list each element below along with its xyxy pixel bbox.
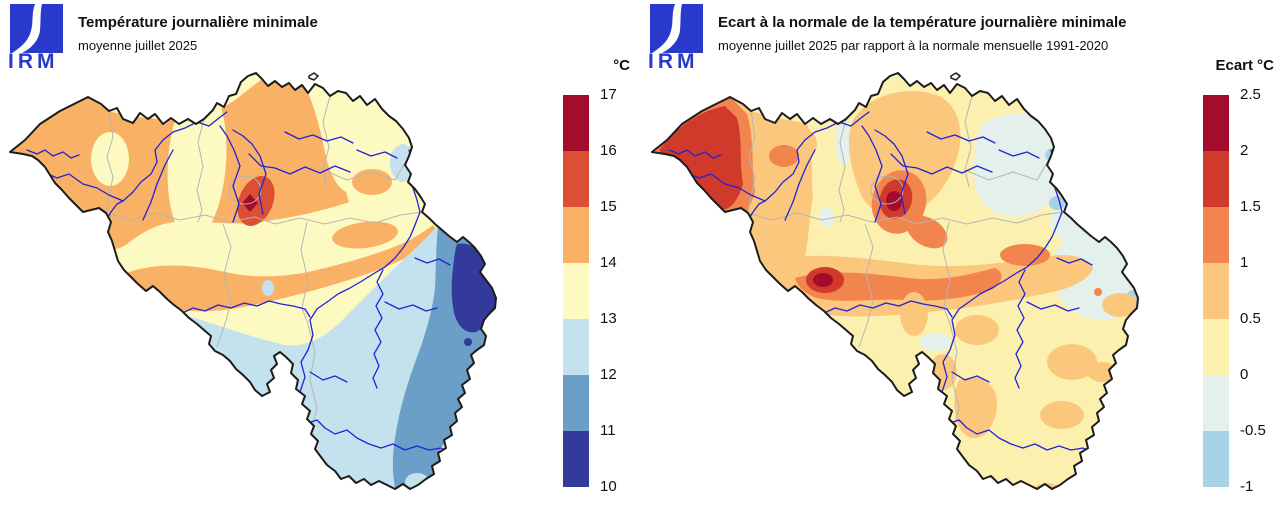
colorbar-unit-label: Ecart °C (1215, 57, 1274, 74)
irm-logo-text: IRM (648, 50, 699, 70)
colorbar-tick-label: 11 (600, 422, 616, 439)
colorbar-tick-label: 2 (1240, 142, 1249, 159)
colorbar-tick-label: 2.5 (1240, 86, 1261, 103)
colorbar-segment (563, 263, 589, 319)
baarle-enclave (308, 72, 319, 81)
colorbar-tick-label: 17 (600, 86, 617, 103)
colorbar-tick-label: 1.5 (1240, 198, 1261, 215)
colorbar-tick-label: -1 (1240, 478, 1254, 495)
colorbar-segment (1203, 431, 1229, 487)
panel-anomaly: IRM Ecart à la normale de la température… (640, 0, 1280, 507)
colorbar-tick-label: 16 (600, 142, 617, 159)
page-subtitle: moyenne juillet 2025 (78, 38, 198, 53)
irm-logo: IRM (648, 4, 703, 70)
colorbar-unit-label: °C (613, 57, 630, 74)
temperature-colorbar (563, 95, 589, 487)
colorbar-segment (563, 95, 589, 151)
panel-temperature: IRM Température journalière minimale moy… (8, 4, 630, 495)
colorbar-tick-label: 0.5 (1240, 310, 1261, 327)
colorbar-segment (563, 431, 589, 487)
colorbar-segment (1203, 207, 1229, 263)
colorbar-segment (1203, 375, 1229, 431)
page-subtitle: moyenne juillet 2025 par rapport à la no… (718, 38, 1109, 53)
irm-logo-shape-left (650, 4, 675, 53)
colorbar-tick-label: 13 (600, 310, 617, 327)
baarle-enclave (950, 72, 961, 81)
colorbar-tick-label: 0 (1240, 366, 1249, 383)
colorbar-segment (1203, 319, 1229, 375)
anomaly-colorbar-ticks: 2.5 2 1.5 1 0.5 0 -0.5 -1 (1240, 86, 1280, 495)
colorbar-tick-label: 12 (600, 366, 617, 383)
irm-logo-shape-right (662, 4, 703, 53)
colorbar-segment (1203, 151, 1229, 207)
temperature-colorbar-ticks: 17 16 15 14 13 12 11 10 (600, 86, 650, 495)
colorbar-tick-label: -0.5 (1240, 422, 1266, 439)
colorbar-segment (1203, 263, 1229, 319)
page-title: Ecart à la normale de la température jou… (718, 14, 1127, 31)
irm-logo: IRM (8, 4, 63, 70)
anomaly-colorbar (1203, 95, 1229, 487)
colorbar-segment (563, 375, 589, 431)
colorbar-tick-label: 15 (600, 198, 617, 215)
colorbar-tick-label: 10 (600, 478, 617, 495)
colorbar-segment (563, 319, 589, 375)
page-title: Température journalière minimale (78, 14, 318, 31)
colorbar-tick-label: 14 (600, 254, 617, 271)
anomaly-map (651, 72, 1139, 490)
colorbar-segment (1203, 95, 1229, 151)
irm-logo-shape-left (10, 4, 35, 53)
temperature-map (9, 72, 497, 490)
colorbar-tick-label: 1 (1240, 254, 1249, 271)
irm-logo-shape-right (22, 4, 63, 53)
irm-logo-text: IRM (8, 50, 59, 70)
colorbar-segment (563, 207, 589, 263)
colorbar-segment (563, 151, 589, 207)
